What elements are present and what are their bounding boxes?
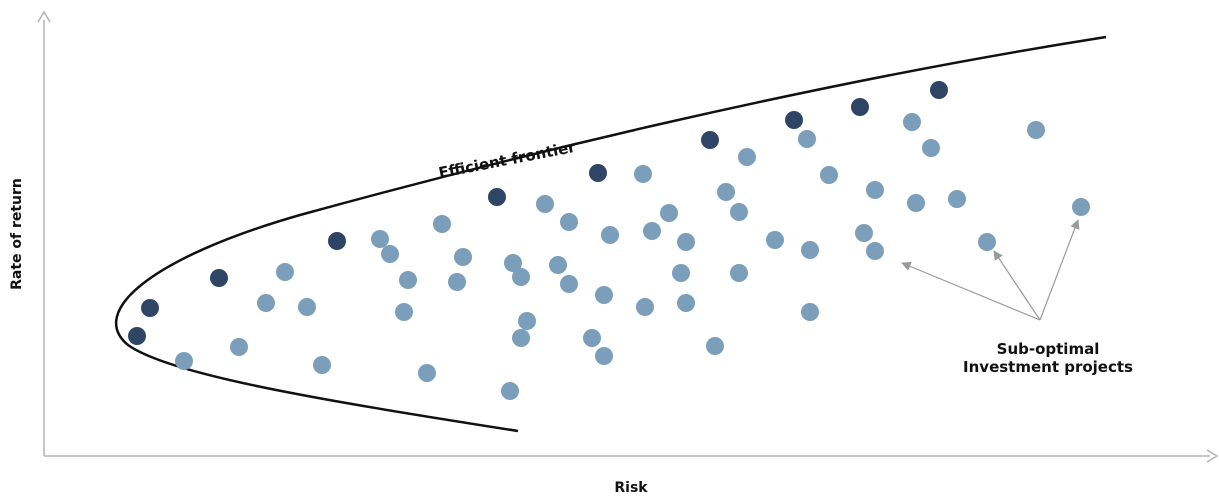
suboptimal-point [399, 271, 417, 289]
suboptimal-annotation: Sub-optimal Investment projects [963, 340, 1133, 376]
suboptimal-points [175, 113, 1090, 400]
suboptimal-point [855, 224, 873, 242]
suboptimal-point [866, 242, 884, 260]
axes [37, 10, 1219, 463]
suboptimal-point [276, 263, 294, 281]
x-axis-label: Risk [614, 480, 648, 496]
suboptimal-point [903, 113, 921, 131]
suboptimal-point [454, 248, 472, 266]
annotation-line-2: Investment projects [963, 358, 1133, 376]
suboptimal-point [512, 329, 530, 347]
suboptimal-point [371, 230, 389, 248]
optimal-point [210, 269, 228, 287]
suboptimal-point [298, 298, 316, 316]
suboptimal-point [175, 352, 193, 370]
suboptimal-point [549, 256, 567, 274]
suboptimal-point [313, 356, 331, 374]
suboptimal-point [504, 254, 522, 272]
optimal-point [328, 232, 346, 250]
suboptimal-point [536, 195, 554, 213]
optimal-point [141, 299, 159, 317]
suboptimal-point [820, 166, 838, 184]
suboptimal-point [583, 329, 601, 347]
suboptimal-point [230, 338, 248, 356]
suboptimal-point [395, 303, 413, 321]
optimal-point [930, 81, 948, 99]
annotation-arrows [901, 219, 1080, 321]
suboptimal-point [560, 275, 578, 293]
suboptimal-point [798, 130, 816, 148]
suboptimal-point [922, 139, 940, 157]
suboptimal-point [601, 226, 619, 244]
suboptimal-point [560, 213, 578, 231]
suboptimal-point [381, 245, 399, 263]
suboptimal-point [433, 215, 451, 233]
suboptimal-point [643, 222, 661, 240]
suboptimal-point [518, 312, 536, 330]
suboptimal-point [801, 241, 819, 259]
efficient-frontier-curve [115, 35, 1107, 433]
suboptimal-point [1027, 121, 1045, 139]
suboptimal-point [501, 382, 519, 400]
suboptimal-point [634, 165, 652, 183]
suboptimal-point [257, 294, 275, 312]
suboptimal-point [766, 231, 784, 249]
optimal-point [785, 111, 803, 129]
annotation-arrow [993, 250, 1041, 321]
suboptimal-point [907, 194, 925, 212]
optimal-point [701, 131, 719, 149]
suboptimal-point [595, 347, 613, 365]
optimal-points [128, 81, 948, 345]
suboptimal-point [448, 273, 466, 291]
suboptimal-point [866, 181, 884, 199]
suboptimal-point [978, 233, 996, 251]
annotation-arrow [901, 261, 1041, 321]
suboptimal-point [677, 294, 695, 312]
suboptimal-point [738, 148, 756, 166]
suboptimal-point [672, 264, 690, 282]
x-axis-arrow-icon [1206, 449, 1219, 463]
suboptimal-point [636, 298, 654, 316]
optimal-point [851, 98, 869, 116]
y-axis-arrow-icon [37, 10, 51, 23]
optimal-point [589, 164, 607, 182]
optimal-point [128, 327, 146, 345]
optimal-point [488, 188, 506, 206]
y-axis-label: Rate of return [9, 178, 25, 290]
suboptimal-point [730, 264, 748, 282]
suboptimal-point [948, 190, 966, 208]
suboptimal-point [512, 268, 530, 286]
suboptimal-point [706, 337, 724, 355]
suboptimal-point [418, 364, 436, 382]
suboptimal-point [717, 183, 735, 201]
suboptimal-point [801, 303, 819, 321]
annotation-arrow [1039, 219, 1080, 321]
annotation-line-1: Sub-optimal [996, 340, 1100, 358]
suboptimal-point [730, 203, 748, 221]
suboptimal-point [1072, 198, 1090, 216]
suboptimal-point [595, 286, 613, 304]
suboptimal-point [660, 204, 678, 222]
suboptimal-point [677, 233, 695, 251]
